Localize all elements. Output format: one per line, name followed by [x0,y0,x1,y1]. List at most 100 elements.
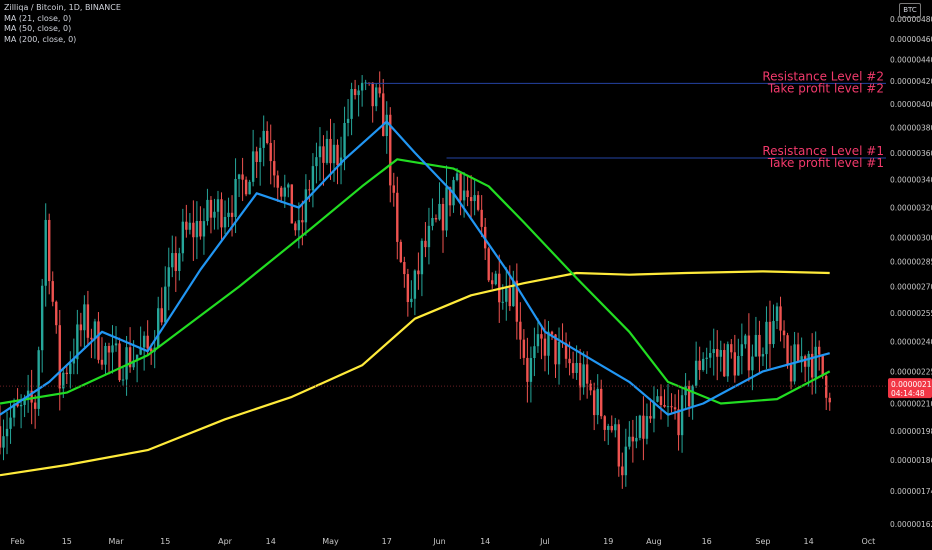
candle-body [578,362,582,388]
candle-body [716,349,719,357]
time-tick-label: 17 [382,537,392,546]
candle [336,139,339,185]
candle [413,269,417,316]
candle [392,172,395,207]
candle-body [656,396,659,402]
candle-body [529,358,533,382]
candle [178,247,181,281]
price-tick-label: 0.00000198 [890,427,932,436]
candle [701,352,705,372]
candle-body [90,337,93,340]
candle-body [807,353,810,367]
candle-body [768,321,772,345]
legend-ma200[interactable]: MA (200, close, 0) [4,34,77,44]
price-tick-label: 0.00000174 [890,487,932,496]
candle-body [132,360,135,368]
price-badge-bg [888,378,932,399]
candle-body [97,321,100,360]
candle-body [501,301,504,303]
candle [230,195,234,237]
candle [216,190,220,230]
candle [220,192,223,241]
candle-body [346,118,350,123]
candle [311,153,315,208]
candle [610,415,613,433]
candle [793,331,796,385]
candle [2,419,5,461]
candle-body [508,287,512,307]
price-tick-label: 0.00000285 [890,257,932,266]
candle [751,344,754,391]
ma50-line [0,158,831,405]
candle-body [473,195,476,202]
currency-badge[interactable]: BTC [899,3,921,18]
candle [273,140,276,188]
candle-body [227,212,230,217]
candle [603,414,606,442]
price-tick-label: 0.00000210 [890,400,932,409]
candle [614,417,617,438]
time-tick-label: 19 [603,537,613,546]
moving-averages [0,120,831,477]
resistance-2-label: Take profit level #2 [767,81,884,95]
candle [494,270,497,286]
candle [142,331,146,371]
candle-body [199,221,202,237]
legend-ma21[interactable]: MA (21, close, 0) [4,13,72,23]
candle-body [185,221,188,230]
candle [652,386,656,433]
candle [694,341,698,388]
candle-body [5,428,9,437]
time-tick-label: Apr [218,537,233,546]
resistance-1-label: Take profit level #1 [767,156,884,170]
candle-body [607,425,610,430]
price-tick-label: 0.00000460 [890,35,932,44]
candle [276,170,279,202]
candle [360,75,364,107]
candle-body [610,425,613,431]
candle [223,200,227,235]
legend-ma50[interactable]: MA (50, close, 0) [4,24,72,33]
candle-body [670,406,673,408]
candle [0,405,2,455]
candle [666,383,670,427]
candle [146,320,149,355]
candle [673,394,677,420]
candle-body [146,335,149,349]
candle [459,171,462,216]
candle [332,123,336,182]
candle [536,318,540,353]
candle [244,176,248,197]
candle [185,204,188,238]
candle [237,173,241,198]
candle [12,398,16,427]
candle-body [723,350,726,377]
candle [687,380,691,417]
candle-body [2,436,5,448]
candle [469,175,473,220]
candle-body [459,173,462,201]
candle-body [642,415,645,439]
candle-body [0,426,2,448]
candle-body [406,274,410,303]
candle [578,348,582,401]
candle-body [311,166,315,191]
candle [747,313,751,382]
candle [199,206,202,240]
price-tick-label: 0.00000270 [890,283,932,292]
candle-body [600,388,603,417]
candle [723,343,726,377]
candle [160,287,163,326]
legend-symbol[interactable]: Zilliqa / Bitcoin, 1D, BINANCE [4,3,121,12]
candle-body [251,151,255,182]
candle-body [592,390,596,416]
candle [473,178,476,216]
candle-body [297,220,301,231]
candle [522,329,526,365]
candle-body [659,396,663,405]
candle-body [691,385,694,407]
candle-body [705,357,708,359]
ma21-line [0,120,830,416]
candle-body [37,350,40,409]
